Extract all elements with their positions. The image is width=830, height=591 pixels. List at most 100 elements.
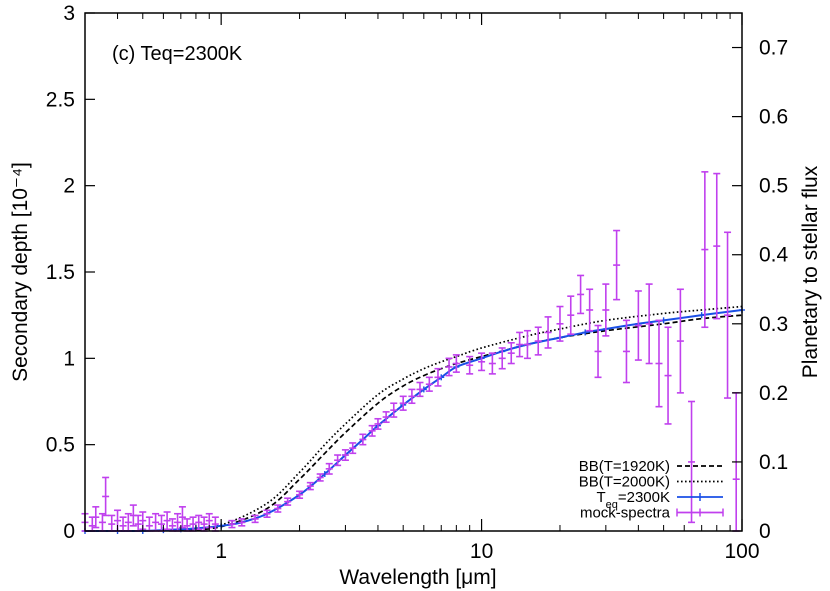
y2-tick-label: 0 <box>759 520 771 543</box>
mock-spectra-point <box>713 172 721 320</box>
mock-spectra-point <box>124 512 132 532</box>
mock-spectra-point <box>586 288 594 332</box>
mock-spectra-point <box>341 449 349 462</box>
series-line-bb-t-2000k- <box>180 305 743 531</box>
mock-spectra-point <box>325 462 333 475</box>
y2-tick-label: 0.1 <box>759 451 788 474</box>
mock-spectra-point <box>274 504 282 513</box>
mock-spectra-point <box>452 354 460 373</box>
mock-spectra-point <box>534 326 542 356</box>
y-tick-label: 0.5 <box>46 434 75 457</box>
mock-spectra-point <box>98 512 106 532</box>
mock-spectra-point <box>145 516 153 532</box>
legend-label: Teq=2300K <box>596 489 670 511</box>
legend-label: BB(T=1920K) <box>579 458 670 475</box>
axes: 1 10 10000.511.522.5300.10.20.30.40.50.60.… <box>46 2 789 563</box>
y2-tick-label: 0.4 <box>759 244 789 267</box>
mock-spectra-point <box>368 424 376 437</box>
legend-entry: mock-spectra <box>580 505 724 522</box>
mock-spectra-point <box>577 274 585 315</box>
mock-spectra-point <box>724 231 732 399</box>
mock-spectra-point <box>445 357 453 377</box>
mock-spectra-point <box>701 171 709 329</box>
mock-spectra-point <box>645 283 653 365</box>
legend-entry: BB(T=2000K) <box>579 474 723 491</box>
legend-entry: BB(T=1920K) <box>579 458 723 475</box>
mock-spectra-point <box>594 324 602 379</box>
mock-spectra-point <box>334 454 342 467</box>
mock-spectra-point <box>359 433 367 446</box>
y-tick-label: 0 <box>63 520 75 543</box>
mock-spectra-point <box>416 381 424 398</box>
mock-spectra-point <box>382 411 390 424</box>
mock-spectra-point <box>399 395 407 411</box>
mock-spectra-point <box>634 290 642 361</box>
mock-spectra-point <box>655 319 663 408</box>
mock-spectra-point <box>434 367 442 387</box>
mock-spectra-point <box>316 473 324 482</box>
series-layer <box>81 171 745 534</box>
mock-spectra-point <box>238 518 246 527</box>
mock-spectra-point <box>425 376 433 392</box>
mock-spectra-point <box>349 442 357 455</box>
y2-tick-label: 0.6 <box>759 106 788 129</box>
mock-spectra-point <box>488 352 496 375</box>
legend: BB(T=1920K)BB(T=2000K)Teq=2300Kmock-spec… <box>579 458 724 522</box>
y-tick-label: 1.5 <box>46 261 75 284</box>
mock-spectra-point <box>296 490 304 499</box>
mock-spectra-point <box>676 288 684 394</box>
y-tick-label: 1 <box>63 347 75 370</box>
y2-tick-label: 0.3 <box>759 313 788 336</box>
x-axis-title: Wavelength [μm] <box>339 566 496 589</box>
mock-spectra-point <box>664 326 672 425</box>
mock-spectra-point <box>228 519 236 529</box>
mock-spectra-point <box>567 295 575 335</box>
y-tick-label: 2.5 <box>46 88 75 111</box>
mock-spectra-point <box>119 516 127 532</box>
x-tick-label: 100 <box>724 540 759 563</box>
mock-spectra-point <box>263 509 271 518</box>
mock-spectra-point <box>523 329 531 360</box>
x-tick-label: 1 <box>215 540 227 563</box>
mock-spectra-point <box>163 511 171 531</box>
y2-tick-label: 0.7 <box>759 37 788 60</box>
mock-spectra-point <box>602 283 610 337</box>
mock-spectra-point <box>688 400 696 524</box>
mock-spectra-point <box>306 481 314 491</box>
legend-label: BB(T=2000K) <box>579 474 670 491</box>
mock-spectra-point <box>284 497 292 506</box>
mock-spectra-point <box>507 341 515 365</box>
y2-axis-title: Planetary to stellar flux <box>799 165 822 378</box>
series-line-bb-t-1920k- <box>180 314 743 532</box>
mock-spectra-point <box>92 506 100 529</box>
mock-spectra-point <box>622 319 630 384</box>
mock-spectra-point <box>129 504 137 527</box>
y-tick-label: 3 <box>63 2 75 25</box>
mock-spectra-point <box>108 514 116 532</box>
mock-spectra-point <box>152 512 160 532</box>
mock-spectra-point <box>544 316 552 349</box>
legend-label: mock-spectra <box>580 505 671 522</box>
mock-spectra-point <box>251 514 259 524</box>
panel-annotation: (c) Teq=2300K <box>112 43 243 65</box>
mock-spectra-point <box>556 305 564 342</box>
y2-tick-label: 0.5 <box>759 175 788 198</box>
mock-spectra-point <box>613 229 621 301</box>
mock-spectra-point <box>178 506 186 529</box>
legend-entry: Teq=2300K <box>596 489 723 511</box>
y-tick-label: 2 <box>63 175 75 198</box>
mock-spectra-point <box>390 402 398 418</box>
mock-spectra-point <box>102 476 110 517</box>
x-tick-label: 10 <box>470 540 493 563</box>
mock-spectra-point <box>374 417 382 430</box>
mock-spectra-point <box>466 355 474 375</box>
y2-tick-label: 0.2 <box>759 382 788 405</box>
mock-spectra-point <box>498 347 506 370</box>
mock-spectra-point <box>516 331 524 358</box>
mock-spectra-point <box>88 516 96 532</box>
y-axis-title: Secondary depth [10⁻⁴] <box>9 162 32 382</box>
plot-frame <box>84 12 743 532</box>
mock-spectra-point <box>408 388 416 405</box>
mock-spectra-point <box>478 352 486 372</box>
